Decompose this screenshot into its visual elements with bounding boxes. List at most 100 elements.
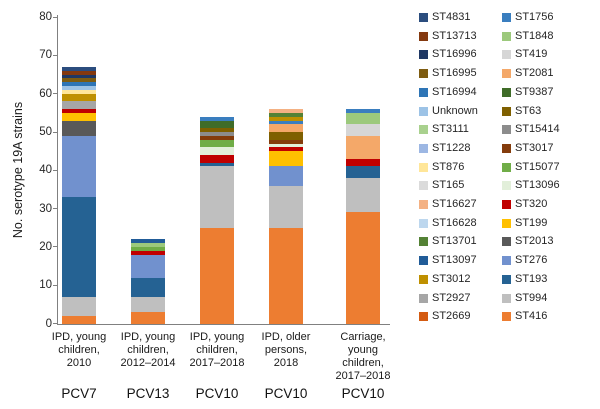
legend-label: ST994 [515, 291, 548, 304]
bar-segment-ST416 [200, 227, 234, 324]
legend-swatch [502, 237, 511, 247]
legend-swatch [419, 106, 428, 116]
legend-label: ST1228 [432, 141, 471, 154]
bar-segment-ST63 [269, 132, 303, 140]
legend-swatch [419, 200, 428, 209]
bar-segment-ST2013 [62, 120, 96, 136]
legend-swatch [502, 87, 511, 97]
y-tick-label: 60 [39, 87, 52, 100]
bar-segment-ST994 [269, 185, 303, 228]
legend-swatch [419, 293, 428, 303]
vaccine-group-label: PCV10 [341, 386, 385, 401]
bar-segment-ST4831 [62, 66, 96, 71]
vaccine-group-label: PCV10 [264, 386, 308, 401]
bar-segment-ST994 [62, 296, 96, 316]
stacked-bar [200, 0, 234, 324]
bar-segment-ST320 [62, 109, 96, 113]
category-label-line: children, [58, 344, 100, 356]
y-tick-mark [53, 55, 57, 56]
legend-swatch [419, 181, 428, 191]
bar-segment-ST3012 [62, 93, 96, 102]
legend-swatch [502, 218, 511, 228]
legend-label: ST193 [515, 272, 548, 285]
legend-label: ST16995 [432, 67, 477, 80]
legend-swatch [419, 69, 428, 79]
legend-label: ST1756 [515, 11, 554, 23]
category-label-line: IPD, young [120, 331, 176, 343]
bar-segment-ST16996 [62, 74, 96, 79]
legend-label: ST15077 [515, 160, 560, 173]
bar-segment-ST276 [131, 254, 165, 278]
legend-swatch [502, 162, 511, 172]
legend-label: ST16994 [432, 85, 477, 98]
legend-swatch [419, 256, 428, 266]
bar-segment-ST2081 [346, 135, 380, 159]
legend-label: ST2081 [515, 67, 554, 80]
bar-segment-ST15077 [131, 246, 165, 251]
y-tick-mark [53, 208, 57, 209]
bar-segment-ST320 [200, 154, 234, 163]
legend-label: ST1848 [515, 29, 554, 42]
bar-segment-ST15077 [200, 139, 234, 148]
legend-label: ST416 [515, 310, 548, 323]
stacked-bar [346, 0, 380, 324]
bar-segment-ST193 [62, 197, 96, 297]
bar-segment-ST416 [346, 212, 380, 324]
stacked-bar [269, 0, 303, 324]
legend-swatch [502, 125, 511, 135]
bar-segment-ST13701 [269, 112, 303, 117]
legend-swatch [502, 274, 511, 284]
y-tick-mark [53, 132, 57, 133]
y-tick-mark [53, 170, 57, 171]
y-tick-label: 30 [39, 202, 52, 215]
legend-label: ST63 [515, 104, 542, 117]
bar-segment-ST1756 [200, 116, 234, 121]
legend-label: ST16627 [432, 198, 477, 210]
category-label-line: IPD, young [51, 331, 107, 343]
bar-segment-ST416 [269, 227, 303, 324]
legend-swatch [502, 181, 511, 191]
bar-segment-ST13096 [269, 143, 303, 148]
bar-segment-ST15414 [200, 132, 234, 136]
category-label-line: Carriage, [340, 331, 386, 343]
legend-label: ST13713 [432, 29, 477, 42]
bar-segment-ST320 [269, 147, 303, 152]
bar-segment-ST320 [131, 250, 165, 255]
legend-swatch [419, 162, 428, 172]
vaccine-group-label: PCV10 [195, 386, 239, 401]
legend-label: ST2669 [432, 310, 471, 323]
vaccine-group-label: PCV13 [126, 386, 170, 401]
legend-label: ST165 [432, 179, 465, 192]
y-tick-label: 80 [39, 11, 52, 24]
legend-swatch [419, 125, 428, 135]
bar-segment-Unknown [62, 86, 96, 90]
bar-segment-ST193 [346, 166, 380, 178]
legend-swatch [502, 312, 511, 322]
bar-segment-ST276 [62, 135, 96, 198]
bar-segment-ST9387 [200, 120, 234, 129]
legend-swatch [419, 50, 428, 60]
y-tick-mark [53, 323, 57, 324]
legend-swatch [502, 50, 511, 60]
bar-segment-ST416 [62, 315, 96, 324]
legend-swatch [502, 256, 511, 266]
bar-segment-ST16994 [62, 82, 96, 87]
legend-swatch [502, 13, 511, 22]
category-label-line: 2018 [273, 357, 299, 369]
y-tick-label: 0 [45, 317, 52, 330]
bar-segment-ST1756 [346, 109, 380, 113]
bar-segment-ST276 [269, 166, 303, 186]
legend-swatch [419, 87, 428, 97]
bar-segment-ST419 [346, 124, 380, 136]
legend-label: ST419 [515, 48, 548, 61]
legend-label: ST16628 [432, 216, 477, 229]
legend-swatch [419, 218, 428, 228]
legend-label: ST3111 [432, 123, 469, 136]
stacked-bar [131, 0, 165, 324]
bar-segment-ST3017 [269, 139, 303, 144]
legend-label: ST199 [515, 216, 548, 229]
bar-segment-ST199 [62, 112, 96, 121]
legend-swatch [419, 13, 428, 22]
legend-label: ST13096 [515, 179, 560, 192]
y-tick-mark [53, 93, 57, 94]
